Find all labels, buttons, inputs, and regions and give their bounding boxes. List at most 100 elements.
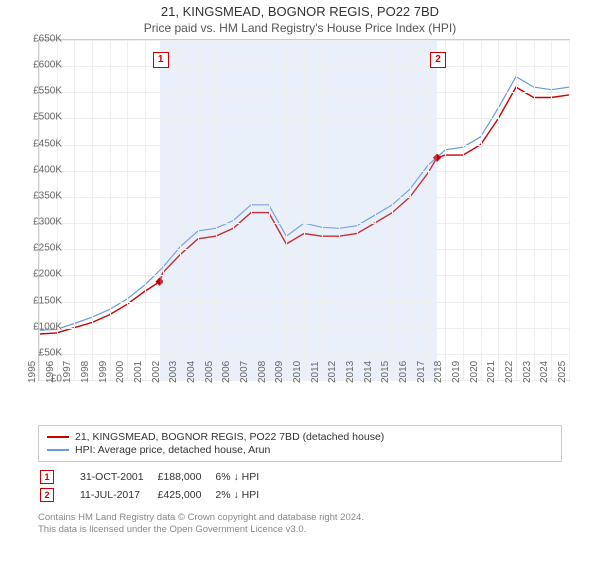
legend-label: HPI: Average price, detached house, Arun: [75, 444, 270, 456]
gridline-v: [233, 40, 234, 380]
y-axis-label: £150K: [33, 295, 62, 306]
x-axis-label: 1997: [62, 361, 73, 383]
x-axis-label: 2008: [257, 361, 268, 383]
gridline-v: [534, 40, 535, 380]
y-axis-label: £50K: [39, 347, 62, 358]
x-axis-label: 1996: [45, 361, 56, 383]
sales-table: 1 31-OCT-2001£188,0006% ↓ HPI 2 11-JUL-2017…: [38, 468, 273, 506]
x-axis-label: 2023: [522, 361, 533, 383]
x-axis-label: 2025: [557, 361, 568, 383]
y-axis-label: £450K: [33, 138, 62, 149]
legend-swatch: [47, 449, 69, 451]
x-axis-label: 2007: [239, 361, 250, 383]
page-title: 21, KINGSMEAD, BOGNOR REGIS, PO22 7BD: [0, 4, 600, 19]
x-axis-label: 2003: [168, 361, 179, 383]
y-axis-label: £550K: [33, 86, 62, 97]
x-axis-label: 2015: [380, 361, 391, 383]
x-axis-label: 2009: [274, 361, 285, 383]
gridline-v: [74, 40, 75, 380]
legend-row: 21, KINGSMEAD, BOGNOR REGIS, PO22 7BD (d…: [47, 431, 553, 443]
gridline-v: [445, 40, 446, 380]
gridline-v: [516, 40, 517, 380]
x-axis-label: 2011: [310, 361, 321, 383]
x-axis-label: 2017: [416, 361, 427, 383]
x-axis-label: 2010: [292, 361, 303, 383]
gridline-v: [180, 40, 181, 380]
x-axis-label: 1998: [80, 361, 91, 383]
gridline-v: [481, 40, 482, 380]
sale-marker-number: 1: [153, 52, 169, 68]
legend-block: 21, KINGSMEAD, BOGNOR REGIS, PO22 7BD (d…: [38, 425, 562, 462]
table-row: 1 31-OCT-2001£188,0006% ↓ HPI: [40, 470, 271, 486]
x-axis-label: 2021: [486, 361, 497, 383]
gridline-v: [428, 40, 429, 380]
x-axis-label: 2002: [151, 361, 162, 383]
x-axis-label: 2013: [345, 361, 356, 383]
y-axis-label: £200K: [33, 269, 62, 280]
y-axis-label: £350K: [33, 190, 62, 201]
gridline-v: [498, 40, 499, 380]
chart-area: 12 £0£50K£100K£150K£200K£250K£300K£350K£…: [38, 39, 598, 419]
x-axis-label: 1995: [27, 361, 38, 383]
gridline-v: [145, 40, 146, 380]
sale-row-marker: 2: [40, 488, 54, 502]
x-axis-label: 1999: [98, 361, 109, 383]
footer-line1: Contains HM Land Registry data © Crown c…: [38, 512, 562, 524]
gridline-v: [304, 40, 305, 380]
gridline-v: [551, 40, 552, 380]
x-axis-label: 2001: [133, 361, 144, 383]
x-axis-label: 2020: [469, 361, 480, 383]
x-axis-label: 2000: [115, 361, 126, 383]
x-axis-label: 2022: [504, 361, 515, 383]
sale-price: £425,000: [158, 488, 214, 504]
x-axis-label: 2018: [433, 361, 444, 383]
gridline-v: [163, 40, 164, 380]
gridline-v: [410, 40, 411, 380]
y-axis-label: £650K: [33, 34, 62, 45]
legend-swatch: [47, 436, 69, 438]
legend-label: 21, KINGSMEAD, BOGNOR REGIS, PO22 7BD (d…: [75, 431, 384, 443]
x-axis-label: 2016: [398, 361, 409, 383]
x-axis-label: 2004: [186, 361, 197, 383]
sale-date: 11-JUL-2017: [80, 488, 156, 504]
highlight-band: [160, 40, 437, 380]
footer: Contains HM Land Registry data © Crown c…: [38, 512, 562, 537]
gridline-v: [92, 40, 93, 380]
sale-row-marker: 1: [40, 470, 54, 484]
sale-diff: 2% ↓ HPI: [215, 488, 271, 504]
gridline-v: [216, 40, 217, 380]
gridline-v: [198, 40, 199, 380]
sale-diff: 6% ↓ HPI: [215, 470, 271, 486]
plot-region: 12: [38, 39, 570, 381]
footer-line2: This data is licensed under the Open Gov…: [38, 524, 562, 536]
x-axis-label: 2019: [451, 361, 462, 383]
table-row: 2 11-JUL-2017£425,0002% ↓ HPI: [40, 488, 271, 504]
gridline-v: [375, 40, 376, 380]
gridline-v: [569, 40, 570, 380]
y-axis-label: £100K: [33, 321, 62, 332]
gridline-v: [463, 40, 464, 380]
page-subtitle: Price paid vs. HM Land Registry's House …: [0, 21, 600, 35]
y-axis-label: £300K: [33, 217, 62, 228]
gridline-v: [127, 40, 128, 380]
sale-date: 31-OCT-2001: [80, 470, 156, 486]
y-axis-label: £250K: [33, 243, 62, 254]
y-axis-label: £400K: [33, 164, 62, 175]
x-axis-label: 2005: [204, 361, 215, 383]
chart-container: 21, KINGSMEAD, BOGNOR REGIS, PO22 7BD Pr…: [0, 4, 600, 564]
sale-marker-number: 2: [430, 52, 446, 68]
legend-box: 21, KINGSMEAD, BOGNOR REGIS, PO22 7BD (d…: [38, 425, 562, 462]
gridline-v: [110, 40, 111, 380]
gridline-v: [339, 40, 340, 380]
legend-row: HPI: Average price, detached house, Arun: [47, 444, 553, 456]
y-axis-label: £500K: [33, 112, 62, 123]
gridline-v: [269, 40, 270, 380]
x-axis-label: 2024: [539, 361, 550, 383]
y-axis-label: £600K: [33, 60, 62, 71]
gridline-v: [357, 40, 358, 380]
gridline-v: [251, 40, 252, 380]
x-axis-label: 2006: [221, 361, 232, 383]
x-axis-label: 2012: [327, 361, 338, 383]
sale-price: £188,000: [158, 470, 214, 486]
gridline-v: [322, 40, 323, 380]
